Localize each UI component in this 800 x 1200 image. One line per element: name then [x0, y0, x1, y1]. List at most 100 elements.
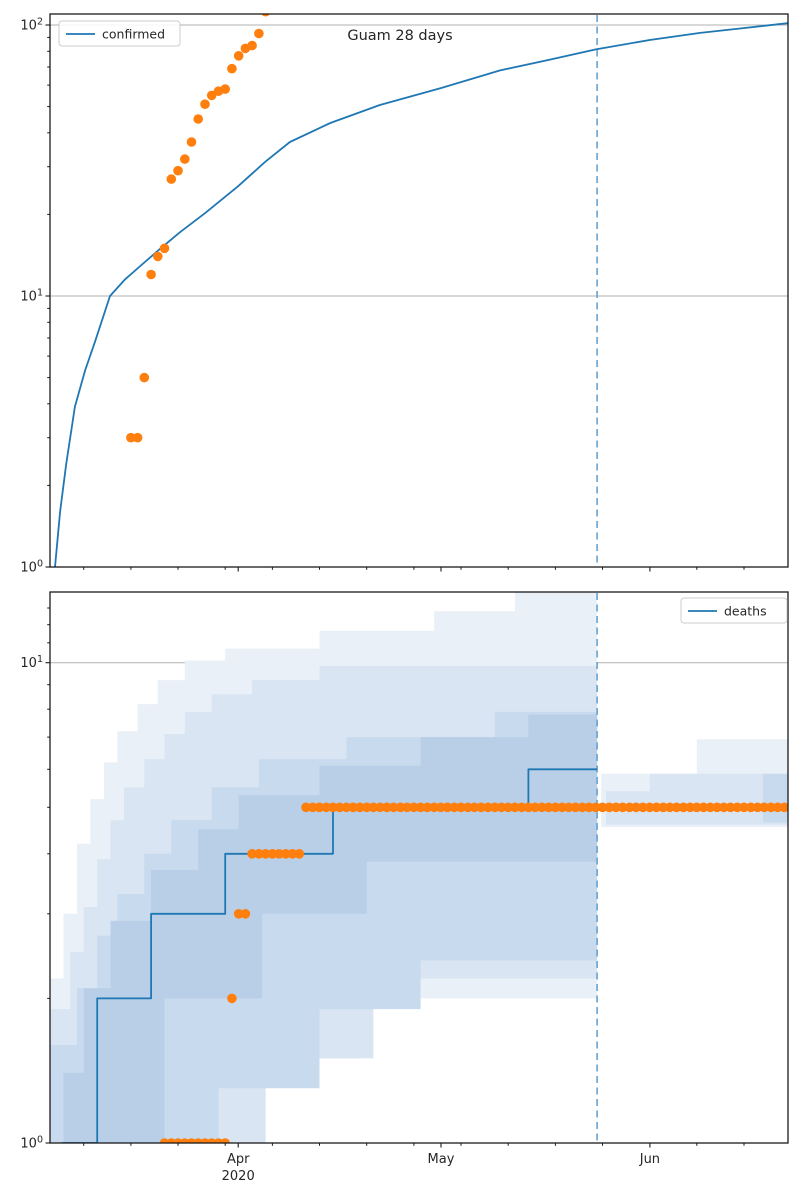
scatter-dot [388, 802, 399, 813]
scatter-dot [429, 802, 439, 813]
scatter-dot [227, 993, 237, 1004]
scatter-dot [523, 802, 534, 813]
scatter-dot [436, 802, 446, 813]
scatter-dot [644, 802, 655, 813]
scatter-dot [321, 802, 332, 813]
scatter-dot [685, 802, 695, 813]
scatter-dot [752, 802, 763, 813]
scatter-dot [247, 849, 257, 859]
legend: deaths [680, 597, 788, 624]
scatter-dot [463, 802, 473, 813]
scatter-dot [564, 802, 574, 813]
legend-label: confirmed [102, 27, 165, 42]
scatter-dot [409, 802, 419, 813]
scatter-dot [334, 802, 345, 813]
scatter-dot [301, 802, 311, 813]
scatter-dot [658, 802, 668, 813]
scatter-dot [274, 849, 284, 859]
scatter-dot [260, 849, 271, 859]
scatter-dot [489, 802, 500, 813]
scatter-dot [220, 1138, 230, 1143]
scatter-dot [638, 802, 648, 813]
scatter-dot [200, 99, 210, 109]
scatter-dot [496, 802, 507, 813]
scatter-dot [254, 849, 264, 859]
scatter-dot [766, 802, 776, 813]
x-tick-sublabel: 2020 [222, 1169, 255, 1184]
scatter-dot [746, 802, 756, 813]
scatter-dot [537, 802, 547, 813]
scatter-dot [442, 802, 453, 813]
scatter-dot [772, 802, 783, 813]
scatter-dot [779, 802, 788, 813]
confirmed-line [54, 22, 788, 567]
confidence-band [762, 773, 788, 823]
scatter-dot [294, 849, 305, 859]
scatter-dot [476, 802, 487, 813]
x-tick-label: Jun [639, 1152, 660, 1167]
scatter-dot [159, 243, 170, 254]
scatter-dot [415, 802, 426, 813]
scatter-dot [449, 802, 460, 813]
confidence-band [63, 714, 598, 1143]
scatter-dot [314, 802, 325, 813]
confidence-band [605, 773, 788, 825]
scatter-dot [247, 40, 257, 51]
scatter-dot [671, 802, 682, 813]
scatter-dot [254, 28, 264, 39]
scatter-dot [719, 802, 729, 813]
scatter-dot [483, 802, 493, 813]
scatter-dot [469, 802, 480, 813]
scatter-dot [348, 802, 359, 813]
deaths-scatter [159, 802, 788, 1143]
axes-frame [49, 13, 789, 568]
scatter-dot [705, 802, 716, 813]
scatter-dot [267, 849, 278, 859]
scatter-dot [328, 802, 338, 813]
scatter-dot [617, 802, 628, 813]
legend: confirmed [58, 20, 181, 47]
scatter-dot [166, 174, 177, 184]
scatter-dot [153, 251, 163, 262]
scatter-dot [597, 802, 608, 813]
scatter-dot [712, 802, 722, 813]
scatter-dot [550, 802, 561, 813]
scatter-dot [240, 909, 251, 919]
scatter-dot [732, 802, 743, 813]
scatter-dot [233, 51, 244, 61]
scatter-dot [692, 802, 702, 813]
scatter-dot [220, 84, 230, 94]
legend-box [680, 597, 788, 624]
scatter-dot [665, 802, 675, 813]
scatter-dot [516, 802, 527, 813]
scatter-dot [361, 802, 372, 813]
scatter-dot [308, 802, 318, 813]
scatter-dot [395, 802, 406, 813]
axes-frame [49, 591, 789, 1144]
scatter-dot [368, 802, 379, 813]
scatter-dot [173, 165, 183, 176]
scatter-dot [126, 432, 136, 443]
scatter-dot [139, 372, 150, 383]
scatter-dot [577, 802, 588, 813]
scatter-dot [281, 849, 291, 859]
scatter-dot [698, 802, 709, 813]
scatter-dot [287, 849, 298, 859]
chart-title: Guam 28 days [347, 28, 452, 44]
scatter-dot [739, 802, 749, 813]
scatter-dot [557, 802, 567, 813]
scatter-dot [382, 802, 392, 813]
scatter-dot [355, 802, 365, 813]
scatter-dot [146, 269, 156, 280]
scatter-dot [530, 802, 540, 813]
scatter-dot [604, 802, 615, 813]
scatter-dot [543, 802, 554, 813]
scatter-dot [591, 802, 601, 813]
confidence-bands [50, 592, 788, 1143]
scatter-dot [570, 802, 581, 813]
scatter-dot [132, 432, 143, 443]
